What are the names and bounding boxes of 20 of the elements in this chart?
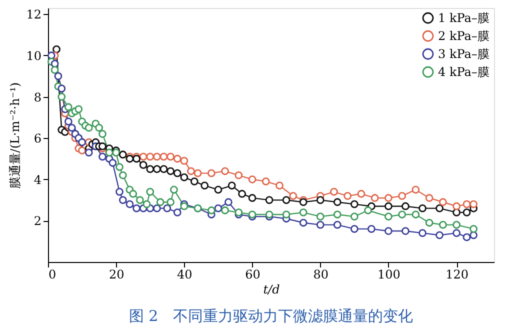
- caption: 图 2 不同重力驱动力下微滤膜通量的变化: [128, 307, 414, 325]
- x-tick-label: 80: [313, 268, 329, 282]
- legend-label: 1 kPa–膜: [438, 11, 490, 25]
- y-axis-title: 膜通量/(L·m⁻²·h⁻¹): [8, 82, 22, 189]
- legend-label: 3 kPa–膜: [438, 47, 490, 61]
- x-tick-label: 40: [177, 268, 192, 282]
- y-tick-label: 8: [34, 90, 42, 104]
- x-tick-label: 0: [48, 268, 56, 282]
- legend-label: 2 kPa–膜: [438, 29, 490, 43]
- x-axis-title: t/d: [263, 282, 280, 296]
- x-tick-label: 60: [245, 268, 260, 282]
- x-tick-label: 100: [378, 268, 400, 282]
- legend-label: 4 kPa–膜: [438, 65, 490, 79]
- y-tick-label: 12: [26, 8, 42, 22]
- y-tick-label: 10: [26, 48, 42, 63]
- y-tick-label: 2: [34, 214, 42, 228]
- x-tick-label: 120: [446, 268, 469, 282]
- x-tick-label: 20: [108, 268, 124, 282]
- y-tick-label: 4: [34, 172, 42, 187]
- y-tick-label: 6: [34, 132, 42, 146]
